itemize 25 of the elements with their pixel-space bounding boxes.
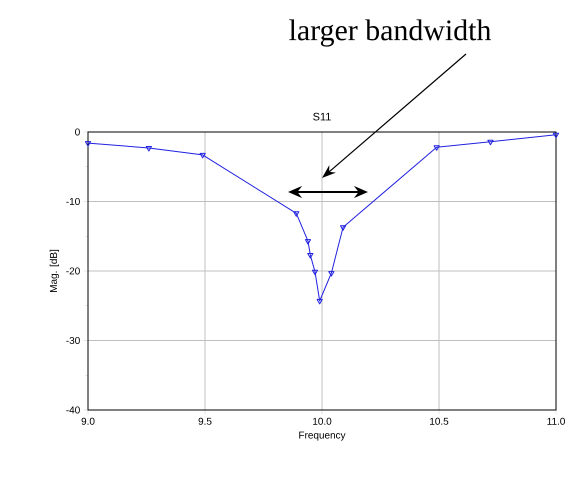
- y-tick-label: -40: [66, 406, 80, 414]
- x-tick-label: 11.0: [547, 418, 565, 425]
- point: [316, 298, 323, 304]
- y-tick-label: -30: [66, 336, 80, 344]
- text: larger bandwidth: [289, 19, 491, 47]
- y-tick-label: -10: [66, 198, 80, 206]
- point: [340, 225, 346, 231]
- x-tick-label: 10.5: [430, 418, 448, 425]
- point: [200, 152, 206, 158]
- point: [328, 271, 334, 277]
- point: [293, 211, 300, 217]
- y-tick-label: -20: [66, 267, 80, 275]
- point: [434, 145, 440, 151]
- point: [307, 253, 314, 258]
- x-tick-label: 10.0: [313, 418, 332, 425]
- point: [312, 270, 318, 276]
- point: [487, 140, 494, 146]
- y-tick-label: 0: [75, 128, 80, 136]
- x-axis-title: Frequency: [299, 432, 346, 441]
- chart-title: S11: [313, 112, 331, 120]
- point: [146, 146, 152, 152]
- x-tick-label: 9.5: [198, 418, 212, 425]
- point: [304, 239, 312, 245]
- x-tick-label: 9.0: [82, 418, 95, 425]
- y-axis-title: Mag. [dB]: [50, 250, 59, 292]
